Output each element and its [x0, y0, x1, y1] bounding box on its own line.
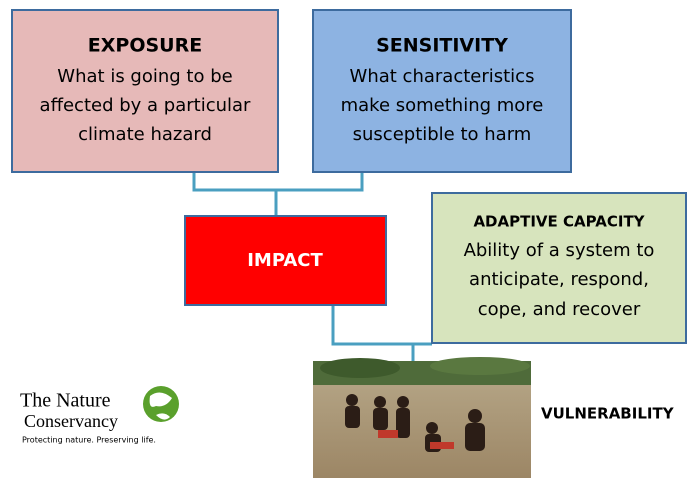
node-title: ADAPTIVE CAPACITY [473, 213, 645, 231]
node-text: affected by a particular [40, 95, 251, 116]
logo: The Nature Conservancy Protecting nature… [20, 386, 179, 445]
node-title: VULNERABILITY [541, 405, 675, 423]
node-text: anticipate, respond, [469, 269, 649, 290]
node-text: cope, and recover [478, 299, 641, 320]
node-title: IMPACT [247, 250, 323, 271]
node-text: What is going to be [57, 66, 232, 87]
node-title: SENSITIVITY [376, 35, 508, 57]
connector [194, 172, 362, 216]
logo-tagline: Protecting nature. Preserving life. [22, 436, 156, 445]
logo-name: The Nature [20, 390, 111, 412]
node-text: climate hazard [78, 124, 212, 145]
logo-name: Conservancy [24, 411, 118, 431]
node-text: susceptible to harm [353, 124, 532, 145]
diagram: EXPOSURE What is going to be affected by… [0, 0, 688, 480]
flood-photo [313, 357, 531, 478]
node-title: EXPOSURE [88, 35, 202, 57]
node-text: make something more [341, 95, 544, 116]
connector [333, 305, 432, 361]
node-text: What characteristics [350, 66, 535, 87]
node-text: Ability of a system to [464, 240, 655, 261]
